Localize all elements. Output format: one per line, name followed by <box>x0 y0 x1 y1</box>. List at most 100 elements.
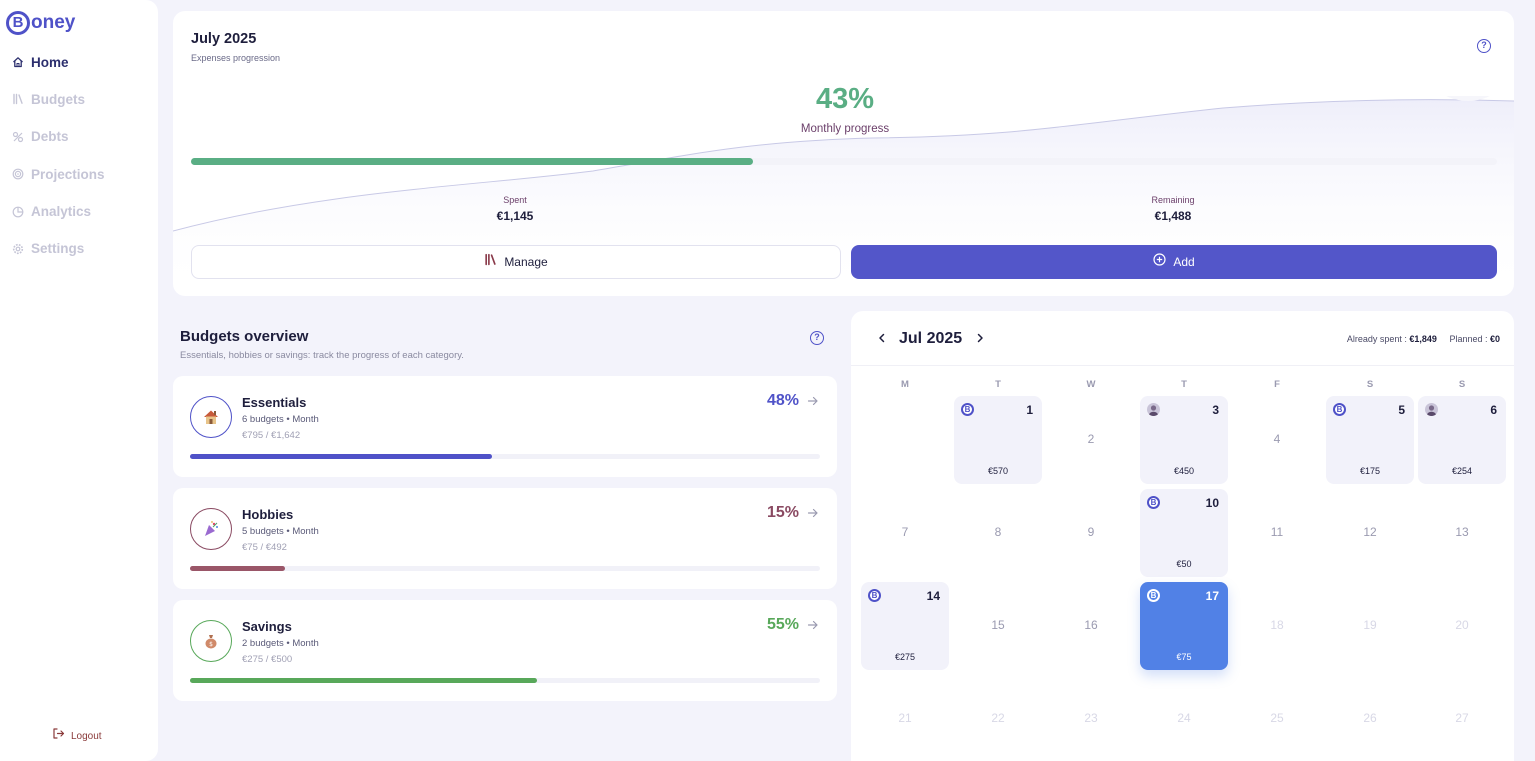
calendar-day-21[interactable]: 21 <box>861 675 949 761</box>
house-icon <box>190 396 232 438</box>
calendar-day-9[interactable]: 9 <box>1047 489 1135 577</box>
already-spent-value: €1,849 <box>1409 334 1437 344</box>
logout-icon <box>52 727 65 745</box>
budget-meta: 5 budgets • Month <box>242 526 319 537</box>
calendar-day-15[interactable]: 15 <box>954 582 1042 670</box>
day-number: 26 <box>1363 711 1377 725</box>
analytics-icon <box>12 206 24 218</box>
app-logo-badge: B <box>868 589 881 602</box>
calendar-day-26[interactable]: 26 <box>1326 675 1414 761</box>
logo-text: oney <box>31 12 76 33</box>
logo-mark: B <box>6 11 30 35</box>
budgets-icon <box>12 93 24 105</box>
calendar-day-16[interactable]: 16 <box>1047 582 1135 670</box>
manage-button[interactable]: Manage <box>191 245 841 279</box>
sidebar-item-debts[interactable]: Debts <box>12 127 152 147</box>
budget-card-essentials[interactable]: Essentials 6 budgets • Month €795 / €1,6… <box>173 376 837 477</box>
calendar-day-25[interactable]: 25 <box>1233 675 1321 761</box>
sidebar: B oney Home Budgets Debts Projections <box>0 0 158 761</box>
weekday-header: T <box>995 379 1001 390</box>
sidebar-item-home[interactable]: Home <box>12 52 152 72</box>
calendar-day-18[interactable]: 18 <box>1233 582 1321 670</box>
budget-card-savings[interactable]: $ Savings 2 budgets • Month €275 / €500 … <box>173 600 837 701</box>
sidebar-item-projections[interactable]: Projections <box>12 164 152 184</box>
sidebar-item-label: Analytics <box>31 204 92 220</box>
day-number: 22 <box>991 711 1005 725</box>
calendar-day-23[interactable]: 23 <box>1047 675 1135 761</box>
budget-card-hobbies[interactable]: Hobbies 5 budgets • Month €75 / €492 15% <box>173 488 837 589</box>
manage-label: Manage <box>504 255 548 269</box>
calendar-card: Jul 2025 Already spent : €1,849 Planned … <box>851 311 1514 761</box>
sidebar-item-settings[interactable]: Settings <box>12 239 152 259</box>
avatar <box>1147 403 1160 416</box>
budget-progress-fill <box>190 566 285 571</box>
app-logo-badge: B <box>961 403 974 416</box>
chevron-left-icon[interactable] <box>875 331 889 345</box>
day-number: 6 <box>1490 403 1497 417</box>
budget-progress-fill <box>190 454 493 459</box>
calendar-day-6[interactable]: 6 €254 <box>1418 396 1506 484</box>
remaining-stat: Remaining €1,488 <box>1093 195 1253 223</box>
day-amount: €254 <box>1451 466 1473 476</box>
add-expense-button[interactable]: Add <box>851 245 1497 279</box>
sidebar-item-label: Home <box>31 54 69 70</box>
day-number: 10 <box>1205 496 1219 510</box>
calendar-day-20[interactable]: 20 <box>1418 582 1506 670</box>
avatar <box>1425 403 1438 416</box>
day-number: 16 <box>1084 618 1098 632</box>
calendar-day-19[interactable]: 19 <box>1326 582 1414 670</box>
calendar-day-22[interactable]: 22 <box>954 675 1042 761</box>
spent-stat: Spent €1,145 <box>435 195 595 223</box>
day-number: 17 <box>1205 589 1219 603</box>
calendar-day-27[interactable]: 27 <box>1418 675 1506 761</box>
sidebar-item-label: Budgets <box>31 91 85 107</box>
app-logo[interactable]: B oney <box>6 11 75 35</box>
calendar-day-17[interactable]: B 17 €75 <box>1140 582 1228 670</box>
sidebar-item-label: Projections <box>31 166 105 182</box>
calendar-day-2[interactable]: 2 <box>1047 396 1135 484</box>
budget-amount: €795 / €1,642 <box>242 430 301 441</box>
home-icon <box>12 56 24 68</box>
help-icon[interactable]: ? <box>810 331 824 345</box>
calendar-day-10[interactable]: B 10 €50 <box>1140 489 1228 577</box>
monthly-progress-fill <box>191 158 753 165</box>
help-icon[interactable]: ? <box>1477 39 1491 53</box>
day-number: 5 <box>1398 403 1405 417</box>
weekday-header: F <box>1274 379 1280 390</box>
budget-meta: 2 budgets • Month <box>242 638 319 649</box>
arrow-right-icon <box>807 620 818 630</box>
calendar-day-14[interactable]: B 14 €275 <box>861 582 949 670</box>
calendar-day-24[interactable]: 24 <box>1140 675 1228 761</box>
day-amount: €75 <box>1176 652 1192 662</box>
day-number: 14 <box>926 589 940 603</box>
calendar-day-8[interactable]: 8 <box>954 489 1042 577</box>
budget-percent: 15% <box>766 504 799 521</box>
calendar-day-12[interactable]: 12 <box>1326 489 1414 577</box>
logout-button[interactable]: Logout <box>52 727 102 745</box>
day-number: 24 <box>1177 711 1191 725</box>
calendar-day-5[interactable]: B 5 €175 <box>1326 396 1414 484</box>
calendar-day-4[interactable]: 4 <box>1233 396 1321 484</box>
budget-meta: 6 budgets • Month <box>242 414 319 425</box>
calendar-day-11[interactable]: 11 <box>1233 489 1321 577</box>
chevron-right-icon[interactable] <box>973 331 987 345</box>
calendar-day-3[interactable]: 3 €450 <box>1140 396 1228 484</box>
weekday-header: S <box>1458 379 1466 390</box>
spent-label: Spent <box>503 195 527 205</box>
progress-title: July 2025 <box>191 31 257 47</box>
svg-text:$: $ <box>209 641 213 648</box>
add-label: Add <box>1173 255 1195 269</box>
spent-value: €1,145 <box>496 209 534 223</box>
sidebar-item-budgets[interactable]: Budgets <box>12 89 152 109</box>
budget-amount: €275 / €500 <box>242 654 293 665</box>
budgets-icon <box>484 253 497 271</box>
calendar-day-13[interactable]: 13 <box>1418 489 1506 577</box>
already-spent-label: Already spent : <box>1346 334 1407 344</box>
calendar-day-1[interactable]: B 1 €570 <box>954 396 1042 484</box>
day-number: 2 <box>1087 432 1095 446</box>
sidebar-item-analytics[interactable]: Analytics <box>12 202 152 222</box>
progress-subtitle: Expenses progression <box>191 53 281 63</box>
calendar-day-7[interactable]: 7 <box>861 489 949 577</box>
day-number: 11 <box>1270 525 1284 539</box>
day-number: 12 <box>1363 525 1377 539</box>
